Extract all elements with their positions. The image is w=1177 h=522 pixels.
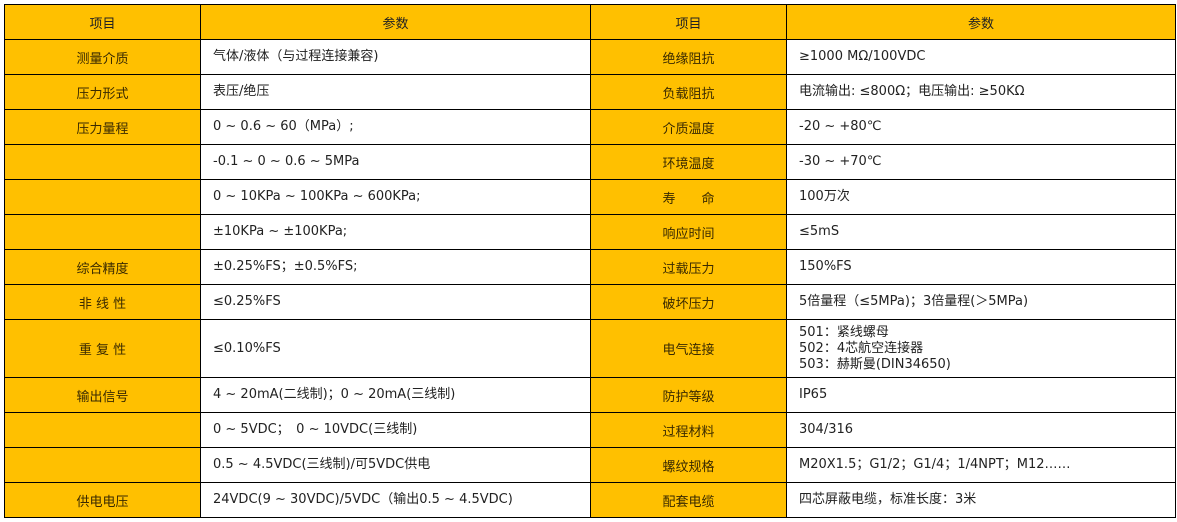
table-row: 非 线 性 ≤0.25%FS 破坏压力 5倍量程（≤5MPa)；3倍量程(＞5MPa) [4, 284, 1176, 320]
right-param-value: M20X1.5；G1/2；G1/4；1/4NPT；M12…… [786, 447, 1176, 483]
right-item-label: 过程材料 [590, 412, 787, 448]
right-param-value: 5倍量程（≤5MPa)；3倍量程(＞5MPa) [786, 284, 1176, 320]
right-item-label: 过载压力 [590, 249, 787, 285]
right-param-value: -20 ~ +80℃ [786, 109, 1176, 145]
header-item: 项目 [4, 4, 201, 40]
right-item-label: 螺纹规格 [590, 447, 787, 483]
left-item-label: 测量介质 [4, 39, 201, 75]
right-item-label: 绝缘阻抗 [590, 39, 787, 75]
table-row: 压力量程 0 ~ 0.6 ~ 60（MPa）; 介质温度 -20 ~ +80℃ [4, 109, 1176, 145]
right-param-value: 150%FS [786, 249, 1176, 285]
left-param-value: 0.5 ~ 4.5VDC(三线制)/可5VDC供电 [200, 447, 591, 483]
left-item-label [4, 144, 201, 180]
table-row: ±10KPa ~ ±100KPa; 响应时间 ≤5mS [4, 214, 1176, 250]
left-item-label: 压力形式 [4, 74, 201, 110]
right-item-label: 介质温度 [590, 109, 787, 145]
left-param-value: 0 ~ 5VDC； 0 ~ 10VDC(三线制) [200, 412, 591, 448]
left-item-label: 输出信号 [4, 377, 201, 413]
right-param-value: -30 ~ +70℃ [786, 144, 1176, 180]
right-item-label: 负载阻抗 [590, 74, 787, 110]
table-row: 重 复 性 ≤0.10%FS 电气连接 501：紧线螺母 502：4芯航空连接器 503：… [4, 319, 1176, 378]
right-item-label: 破坏压力 [590, 284, 787, 320]
header-item-2: 项目 [590, 4, 787, 40]
right-item-label: 环境温度 [590, 144, 787, 180]
left-param-value: 4 ~ 20mA(二线制)；0 ~ 20mA(三线制) [200, 377, 591, 413]
left-param-value: -0.1 ~ 0 ~ 0.6 ~ 5MPa [200, 144, 591, 180]
left-param-value: 24VDC(9 ~ 30VDC)/5VDC（输出0.5 ~ 4.5VDC) [200, 482, 591, 518]
table-row: 0.5 ~ 4.5VDC(三线制)/可5VDC供电 螺纹规格 M20X1.5；G1/… [4, 447, 1176, 483]
table-row: 0 ~ 5VDC； 0 ~ 10VDC(三线制) 过程材料 304/316 [4, 412, 1176, 448]
right-param-value: 501：紧线螺母 502：4芯航空连接器 503：赫斯曼(DIN34650) [786, 319, 1176, 378]
left-item-label [4, 179, 201, 215]
left-item-label: 综合精度 [4, 249, 201, 285]
right-item-label: 电气连接 [590, 319, 787, 378]
left-param-value: 0 ~ 10KPa ~ 100KPa ~ 600KPa; [200, 179, 591, 215]
table-header-row: 项目 参数 项目 参数 [4, 4, 1176, 40]
right-param-value: ≥1000 MΩ/100VDC [786, 39, 1176, 75]
left-param-value: 气体/液体（与过程连接兼容) [200, 39, 591, 75]
right-param-value: 100万次 [786, 179, 1176, 215]
right-item-label: 寿 命 [590, 179, 787, 215]
left-item-label: 供电电压 [4, 482, 201, 518]
right-param-value: 四芯屏蔽电缆，标准长度：3米 [786, 482, 1176, 518]
table-row: 输出信号 4 ~ 20mA(二线制)；0 ~ 20mA(三线制) 防护等级 IP65 [4, 377, 1176, 413]
left-item-label [4, 214, 201, 250]
left-item-label: 压力量程 [4, 109, 201, 145]
right-item-label: 响应时间 [590, 214, 787, 250]
param-line: 502：4芯航空连接器 [799, 340, 924, 356]
table-row: 综合精度 ±0.25%FS；±0.5%FS; 过载压力 150%FS [4, 249, 1176, 285]
table-row: 供电电压 24VDC(9 ~ 30VDC)/5VDC（输出0.5 ~ 4.5VDC… [4, 482, 1176, 518]
table-row: 压力形式 表压/绝压 负载阻抗 电流输出: ≤800Ω；电压输出: ≥50KΩ [4, 74, 1176, 110]
right-param-value: ≤5mS [786, 214, 1176, 250]
left-param-value: 表压/绝压 [200, 74, 591, 110]
table-row: 0 ~ 10KPa ~ 100KPa ~ 600KPa; 寿 命 100万次 [4, 179, 1176, 215]
table-row: 测量介质 气体/液体（与过程连接兼容) 绝缘阻抗 ≥1000 MΩ/100VDC [4, 39, 1176, 75]
spec-table: 项目 参数 项目 参数 测量介质 气体/液体（与过程连接兼容) 绝缘阻抗 ≥1000 … [4, 4, 1176, 518]
left-item-label: 重 复 性 [4, 319, 201, 378]
param-line: 503：赫斯曼(DIN34650) [799, 356, 951, 372]
left-item-label [4, 412, 201, 448]
left-param-value: ≤0.10%FS [200, 319, 591, 378]
left-param-value: ±0.25%FS；±0.5%FS; [200, 249, 591, 285]
right-item-label: 防护等级 [590, 377, 787, 413]
left-param-value: ≤0.25%FS [200, 284, 591, 320]
left-param-value: ±10KPa ~ ±100KPa; [200, 214, 591, 250]
right-param-value: 304/316 [786, 412, 1176, 448]
header-param-2: 参数 [786, 4, 1176, 40]
right-item-label: 配套电缆 [590, 482, 787, 518]
right-param-value: IP65 [786, 377, 1176, 413]
param-line: 501：紧线螺母 [799, 324, 889, 340]
left-item-label: 非 线 性 [4, 284, 201, 320]
header-param: 参数 [200, 4, 591, 40]
left-param-value: 0 ~ 0.6 ~ 60（MPa）; [200, 109, 591, 145]
right-param-value: 电流输出: ≤800Ω；电压输出: ≥50KΩ [786, 74, 1176, 110]
left-item-label [4, 447, 201, 483]
table-row: -0.1 ~ 0 ~ 0.6 ~ 5MPa 环境温度 -30 ~ +70℃ [4, 144, 1176, 180]
